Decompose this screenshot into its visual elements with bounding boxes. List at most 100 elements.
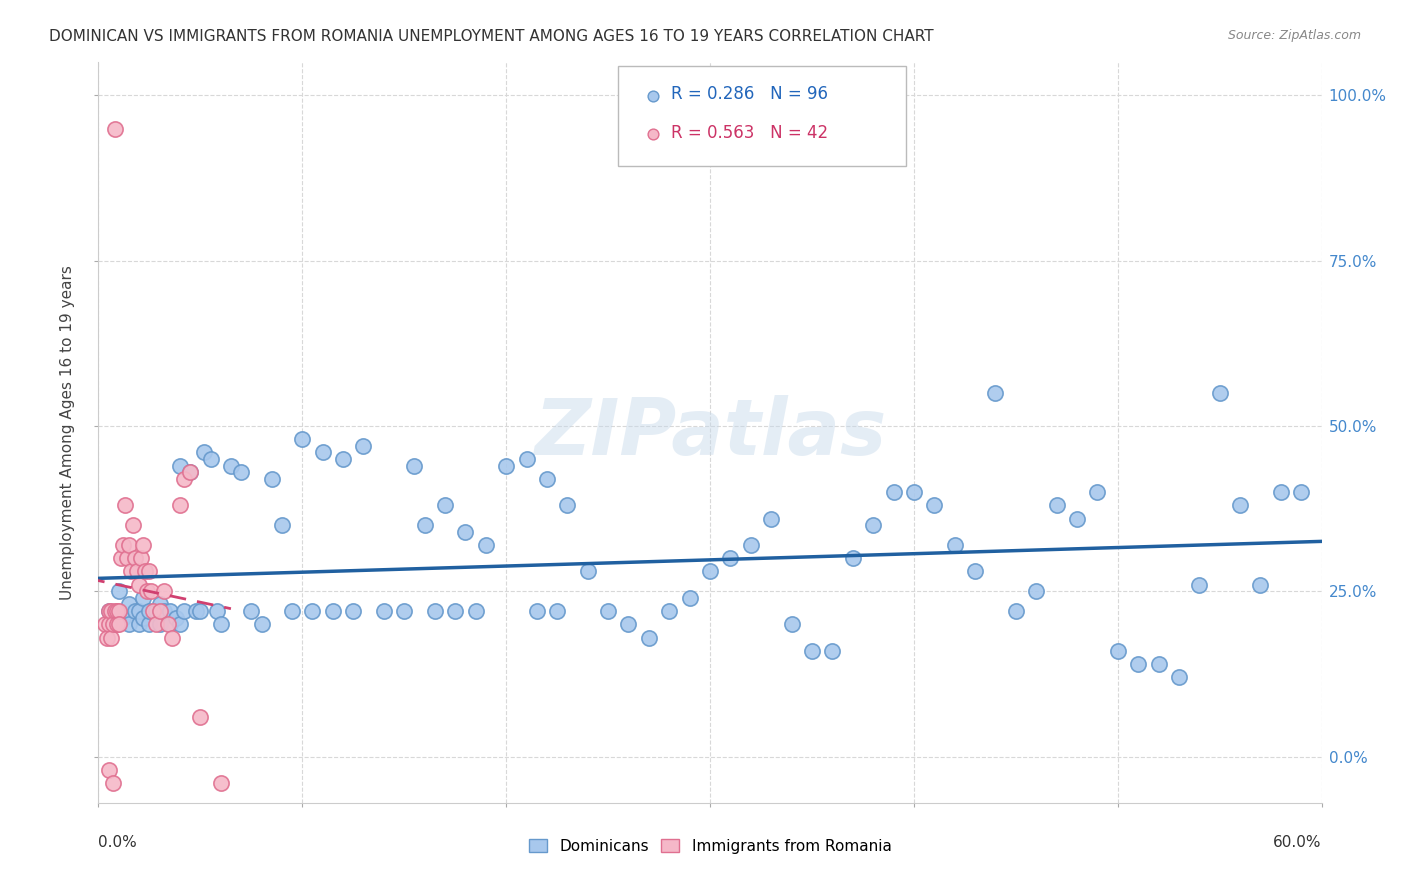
Point [637,631,661,645]
Point [100,604,122,618]
Point [100,631,122,645]
Point [516,452,538,467]
Point [373,604,395,618]
Point [97,763,120,777]
Point [188,710,212,724]
Point [104,617,127,632]
Text: R = 0.286   N = 96: R = 0.286 N = 96 [671,86,828,103]
Point [546,604,568,618]
Point [965,565,987,579]
Point [301,604,323,618]
Point [132,591,155,605]
Legend: Dominicans, Immigrants from Romania: Dominicans, Immigrants from Romania [524,834,896,858]
Point [193,445,215,459]
Point [801,644,824,658]
Point [97,604,120,618]
Point [149,617,172,632]
Point [160,631,183,645]
Point [152,604,174,618]
Point [219,458,242,473]
Point [156,617,179,632]
Text: DOMINICAN VS IMMIGRANTS FROM ROMANIA UNEMPLOYMENT AMONG AGES 16 TO 19 YEARS CORR: DOMINICAN VS IMMIGRANTS FROM ROMANIA UNE… [49,29,934,44]
Point [128,577,150,591]
Point [186,604,208,618]
Point [740,538,762,552]
Point [138,565,160,579]
Point [169,617,191,632]
Point [179,465,201,479]
Point [984,386,1007,401]
Point [118,538,141,552]
Point [1128,657,1150,671]
Point [454,524,477,539]
Point [1045,499,1069,513]
Point [118,598,141,612]
Point [1011,118,1033,132]
Point [188,604,212,618]
Point [169,499,191,513]
Point [101,776,124,790]
Point [209,617,232,632]
Point [152,584,174,599]
Point [260,472,283,486]
Point [312,445,335,459]
Point [332,452,354,467]
Point [96,631,118,645]
Point [718,551,742,566]
Point [127,565,149,579]
Point [352,439,374,453]
Text: 0.0%: 0.0% [98,835,138,850]
Point [159,604,181,618]
Point [1249,577,1271,591]
Point [108,604,131,618]
Point [209,776,232,790]
Point [110,551,132,566]
Point [231,465,253,479]
Text: R = 0.563   N = 42: R = 0.563 N = 42 [671,124,828,142]
Point [128,617,150,632]
Text: 60.0%: 60.0% [1274,835,1322,850]
Point [173,604,195,618]
Point [108,617,131,632]
Point [1167,670,1189,684]
Point [165,611,187,625]
Point [617,617,640,632]
Point [104,121,127,136]
Point [404,458,426,473]
Point [105,604,128,618]
Point [111,538,134,552]
Point [1209,386,1232,401]
Point [122,518,145,533]
Point [124,551,146,566]
Point [780,617,803,632]
Point [464,604,486,618]
Point [699,565,721,579]
Point [129,551,152,566]
Point [943,538,966,552]
Point [841,551,863,566]
Point [101,617,124,632]
Point [1066,511,1088,525]
Point [1107,644,1129,658]
Point [115,551,138,566]
Point [1025,584,1047,599]
Point [883,485,905,500]
Point [281,604,304,618]
Point [145,617,167,632]
FancyBboxPatch shape [619,66,905,166]
Point [159,617,181,632]
Point [1085,485,1108,500]
Text: Source: ZipAtlas.com: Source: ZipAtlas.com [1227,29,1361,42]
Point [761,511,783,525]
Point [821,644,844,658]
Point [598,604,620,618]
Point [120,565,142,579]
Point [1011,153,1033,167]
Text: ZIPatlas: ZIPatlas [534,394,886,471]
Point [138,604,160,618]
Point [141,584,163,599]
Point [179,465,201,479]
Point [1270,485,1292,500]
Point [132,538,155,552]
Y-axis label: Unemployment Among Ages 16 to 19 years: Unemployment Among Ages 16 to 19 years [60,265,75,600]
